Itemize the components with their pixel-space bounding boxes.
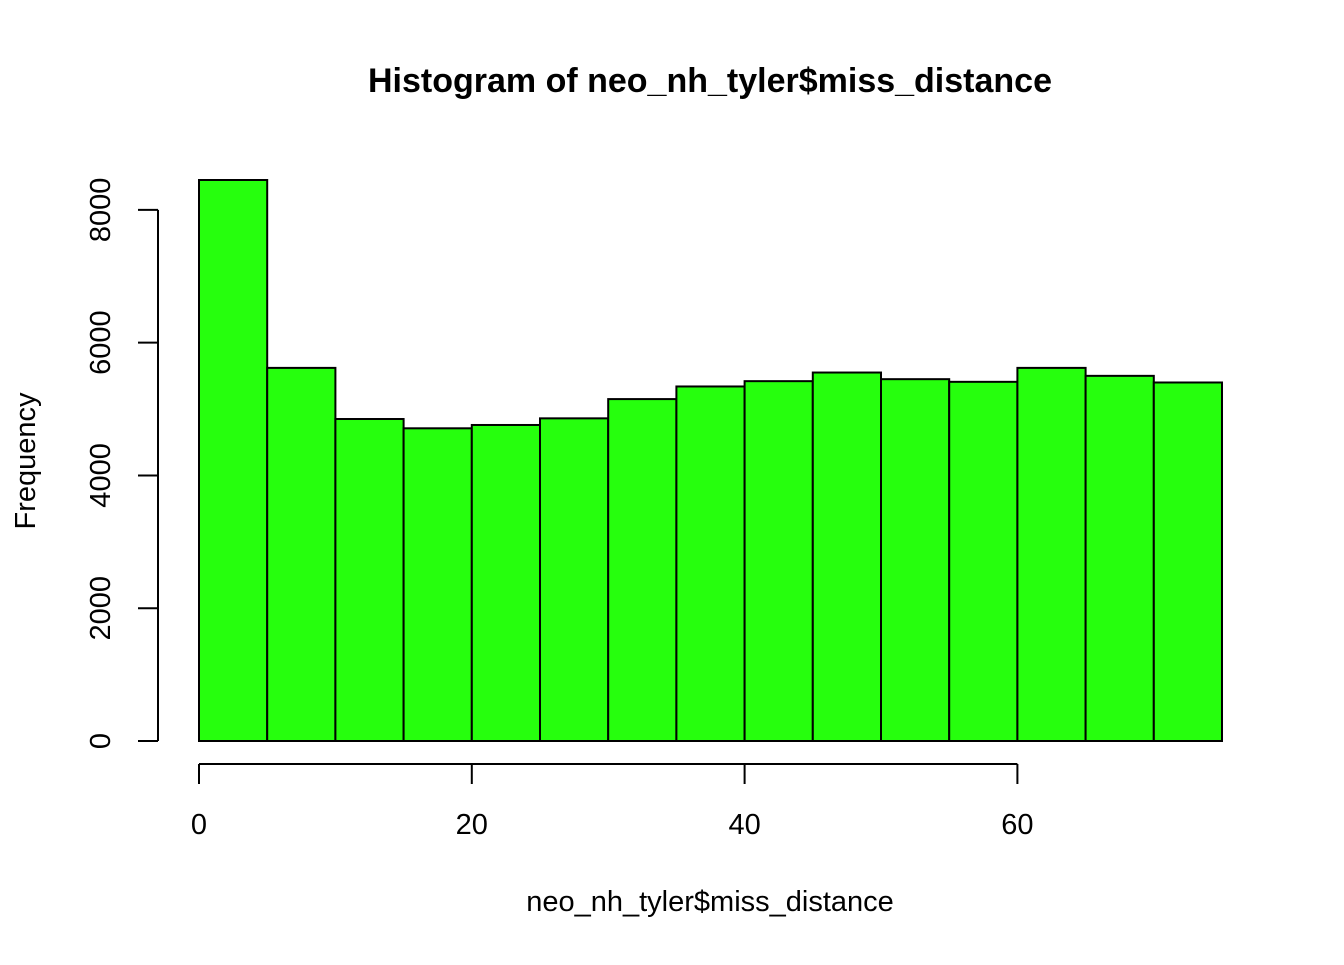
histogram-bar — [266, 366, 337, 742]
histogram-bar — [607, 398, 678, 742]
histogram-bar — [811, 371, 882, 742]
x-tick-label: 60 — [1001, 809, 1033, 841]
histogram-bar — [1152, 381, 1224, 742]
histogram-bar — [1016, 366, 1087, 742]
y-tick-label: 2000 — [85, 576, 117, 641]
histogram-bar — [402, 427, 473, 742]
x-axis: 0 20 40 60 — [191, 763, 1034, 841]
chart-title: Histogram of neo_nh_tyler$miss_distance — [368, 62, 1052, 100]
histogram-bar — [743, 380, 814, 742]
histogram-bar — [334, 418, 405, 742]
y-tick-label: 4000 — [85, 443, 117, 508]
histogram-bar — [948, 380, 1019, 742]
histogram-bar — [198, 179, 269, 742]
x-axis-label: neo_nh_tyler$miss_distance — [526, 886, 894, 918]
y-axis-label: Frequency — [10, 392, 42, 530]
histogram-bar — [470, 423, 541, 742]
histogram-bars — [198, 179, 1224, 742]
histogram-bar — [539, 417, 610, 742]
y-tick-label: 8000 — [85, 178, 117, 243]
x-tick-label: 40 — [728, 809, 760, 841]
x-tick-label: 20 — [456, 809, 488, 841]
histogram-bar — [675, 385, 746, 742]
y-tick-label: 6000 — [85, 310, 117, 375]
histogram-bar — [1084, 374, 1155, 742]
histogram-bar — [880, 378, 951, 742]
y-axis: 0 2000 4000 6000 8000 — [85, 178, 159, 749]
y-tick-label: 0 — [85, 733, 117, 749]
x-tick-label: 0 — [191, 809, 207, 841]
